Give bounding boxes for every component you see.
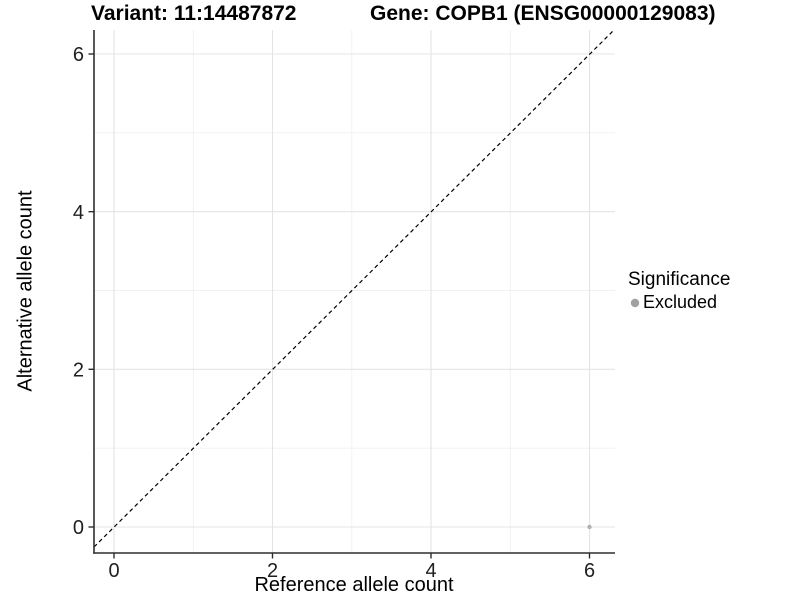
y-axis-title: Alternative allele count: [14, 190, 37, 392]
variant-title: Variant: 11:14487872: [91, 2, 297, 25]
legend: Significance Excluded: [628, 268, 730, 313]
data-point: [587, 524, 592, 530]
y-tick-label-6: 6: [73, 44, 84, 66]
y-tick-label-4: 4: [73, 202, 84, 224]
x-tick-label-4: 4: [425, 560, 436, 582]
gridlines-minor: [94, 30, 615, 553]
legend-item-excluded: Excluded: [628, 291, 730, 313]
x-tick-label-0: 0: [108, 560, 119, 582]
plot-panel: [94, 30, 615, 553]
legend-item-label: Excluded: [643, 292, 718, 312]
gridlines-major: [94, 30, 615, 553]
legend-key-dot-icon: [630, 298, 640, 308]
axis-lines: [93, 30, 615, 554]
legend-title: Significance: [628, 269, 731, 290]
x-tick-label-6: 6: [584, 560, 595, 582]
y-tick-label-2: 2: [73, 360, 84, 382]
y-tick-labels: 6 4 2 0: [73, 44, 84, 539]
gene-title: Gene: COPB1 (ENSG00000129083): [370, 2, 716, 25]
x-tick-label-2: 2: [267, 560, 278, 582]
x-tick-labels: 0 2 4 6: [108, 560, 595, 582]
tick-marks: [88, 53, 591, 559]
legend-dot: [630, 298, 640, 308]
x-axis-title: Reference allele count: [254, 574, 454, 596]
y-tick-label-0: 0: [73, 517, 84, 539]
